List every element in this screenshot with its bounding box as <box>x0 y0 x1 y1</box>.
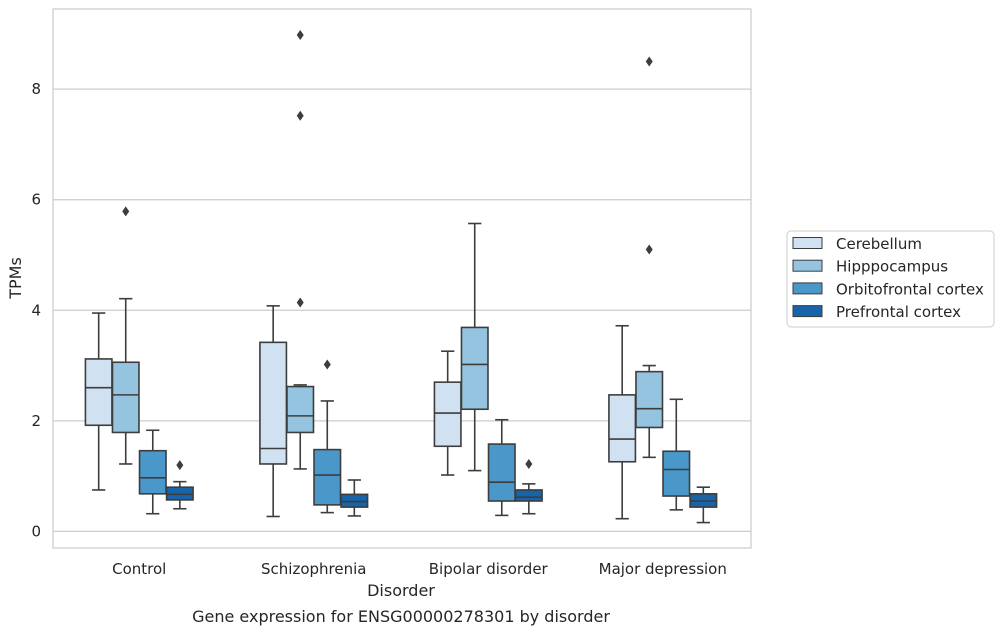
outlier-point <box>525 458 533 469</box>
y-tick-label: 0 <box>31 522 41 540</box>
y-tick-label: 8 <box>31 80 41 98</box>
box <box>313 448 342 506</box>
outlier-point <box>645 244 653 255</box>
legend-label: Orbitofrontal cortex <box>836 280 984 298</box>
x-tick-label: Schizophrenia <box>261 560 366 578</box>
box <box>259 341 288 465</box>
outlier-point <box>323 359 331 370</box>
x-axis-ticks: Control Schizophrenia Bipolar disorder Majo… <box>112 560 727 578</box>
box <box>608 394 637 463</box>
box <box>433 381 462 448</box>
x-tick-label: Bipolar disorder <box>429 560 549 578</box>
legend-label: Cerebellum <box>836 235 922 253</box>
box <box>460 326 489 411</box>
y-axis-label: TPMs <box>6 257 25 300</box>
box <box>165 486 194 501</box>
box <box>487 443 516 502</box>
box-series <box>84 29 718 524</box>
legend-frame <box>786 230 995 328</box>
outlier-point <box>296 29 304 40</box>
box <box>340 493 369 508</box>
x-axis-label: Disorder <box>367 581 435 600</box>
legend-swatch <box>792 282 823 295</box>
box <box>286 385 315 434</box>
y-tick-label: 4 <box>31 301 41 319</box>
plot-area-frame <box>52 8 752 549</box>
x-tick-label: Control <box>112 560 166 578</box>
legend-label: Hipppocampus <box>836 258 948 276</box>
legend: Cerebellum Hipppocampus Orbitofrontal cort… <box>786 230 995 328</box>
box <box>84 358 113 427</box>
legend-swatch <box>792 259 823 272</box>
box <box>111 361 140 434</box>
legend-label: Prefrontal cortex <box>836 303 961 321</box>
box <box>662 450 691 497</box>
outlier-point <box>296 297 304 308</box>
outlier-point <box>122 206 130 217</box>
legend-swatch <box>792 237 823 249</box>
x-tick-label: Major depression <box>599 560 727 578</box>
box <box>635 370 664 429</box>
outlier-point <box>296 110 304 121</box>
outlier-point <box>176 460 184 471</box>
y-tick-label: 2 <box>31 412 41 430</box>
chart-caption: Gene expression for ENSG00000278301 by d… <box>192 607 610 626</box>
box <box>514 489 543 502</box>
legend-swatch <box>792 305 823 318</box>
y-axis-ticks: 0 2 4 6 8 <box>31 80 41 540</box>
outlier-point <box>645 56 653 67</box>
y-tick-label: 6 <box>31 191 41 209</box>
box <box>138 449 167 495</box>
